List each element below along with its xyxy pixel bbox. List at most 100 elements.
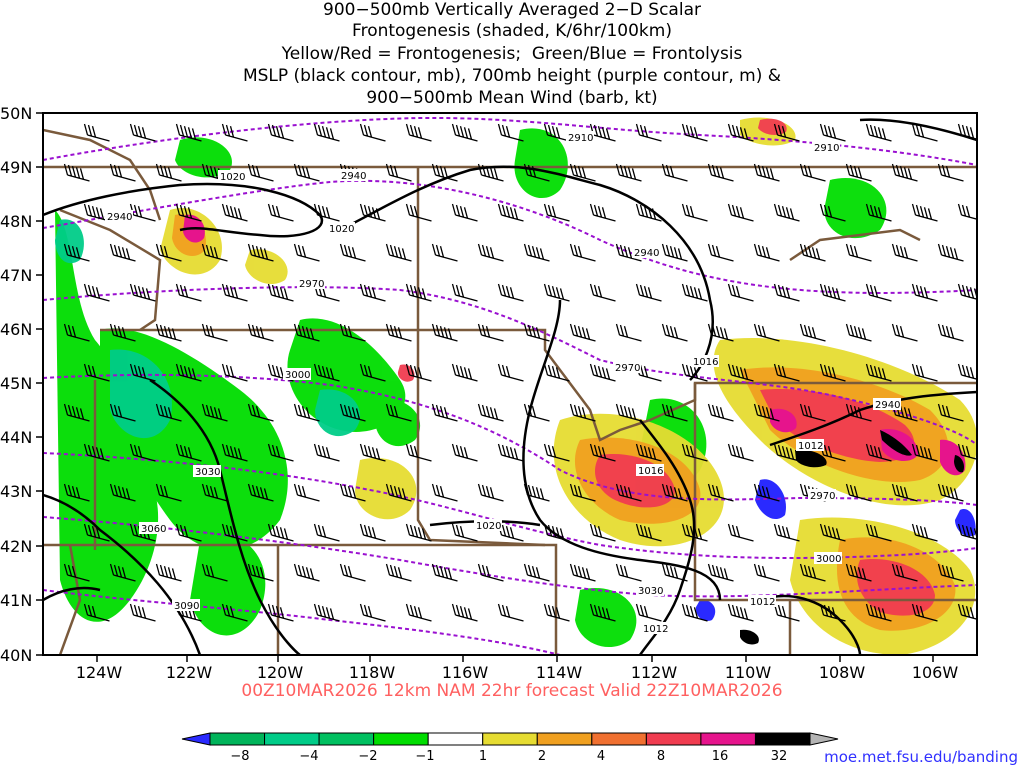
wind-barb [109,243,136,262]
wind-barb [911,203,938,222]
wind-barb [635,523,662,542]
title-line-5: 900−500mb Mean Wind (barb, kt) [366,88,658,108]
wind-barb [819,523,846,542]
wind-barb [773,603,800,622]
wind-barb [957,523,977,540]
wind-barb [569,403,596,422]
wind-barb [221,363,248,382]
wind-barb [247,403,274,422]
height-label: 3060 [141,524,166,535]
wind-barb [543,603,570,622]
wind-barb [313,283,340,302]
lat-label: 44N [0,428,32,447]
wind-barb [845,163,872,182]
colorbar-label: −8 [230,749,249,764]
credit-url: moe.met.fsu.edu/banding [824,748,1018,766]
wind-barb [753,403,780,422]
wind-barb [451,363,478,382]
lat-label: 41N [0,591,32,610]
wind-barb [339,403,366,422]
lon-label: 114W [536,663,583,682]
wind-barb [155,243,182,262]
wind-barb [175,443,202,462]
height-label: 2940 [634,248,659,259]
wind-barb [313,123,340,142]
wind-barb [819,123,846,142]
wind-barb [221,523,248,542]
wind-barb [543,203,570,222]
title-line-1: 900−500mb Vertically Averaged 2−D Scalar [323,0,701,20]
wind-barb [405,123,432,142]
wind-barb [543,283,570,302]
wind-barb [293,163,320,182]
wind-barb [267,603,294,622]
wind-barb [523,403,550,422]
colorbar-label: 2 [538,749,546,764]
wind-barb [451,123,478,142]
wind-barb [661,243,688,262]
wind-barb [451,203,478,222]
wind-barb [681,203,708,222]
wind-barb [221,443,248,462]
wind-barb [865,603,892,622]
wind-barb [589,523,616,542]
colorbar-segment [209,732,266,746]
wind-barb [589,603,616,622]
colorbar-label: 16 [712,749,729,764]
wind-barb [707,483,734,502]
title-line-3: Yellow/Red = Frontogenesis; Green/Blue =… [281,44,743,64]
wind-barb [359,203,386,222]
wind-barb [891,563,918,582]
wind-barb [267,203,294,222]
lat-label: 45N [0,374,32,393]
wind-barb [339,483,366,502]
wind-barb [155,483,182,502]
wind-barb [615,563,642,582]
wind-barb [431,563,458,582]
wind-barb [359,523,386,542]
wind-barb [727,363,754,382]
wind-barb [201,323,228,342]
wind-barb [707,403,734,422]
wind-barb [359,123,386,142]
wind-barb [681,523,708,542]
wind-barb [497,123,524,142]
colorbar [181,732,839,746]
wind-barb [543,523,570,542]
wind-barb [819,203,846,222]
wind-barb [865,523,892,542]
wind-barb [247,483,274,502]
lat-label: 48N [0,212,32,231]
colorbar-label: −1 [415,749,434,764]
wind-barb [155,163,182,182]
wind-barb [83,443,110,462]
colorbar-segment [482,732,538,746]
wind-barb [569,563,596,582]
wind-barb [681,123,708,142]
wind-barb [681,363,708,382]
wind-barb [477,483,504,502]
wind-barb [773,523,800,542]
wind-barb [109,403,136,422]
wind-barb [201,563,228,582]
lon-label: 122W [166,663,213,682]
wind-barb [845,483,872,502]
wind-barb [359,363,386,382]
wind-barb [865,363,892,382]
colorbar-segment [700,732,756,746]
wind-barb [865,283,892,302]
wind-barb [451,283,478,302]
wind-barb [201,483,228,502]
lat-label: 46N [0,320,32,339]
wind-barb [799,243,826,262]
wind-barb [819,603,846,622]
wind-barb [799,323,826,342]
height-label: 2970 [810,491,835,502]
height-label: 3000 [816,554,841,565]
colorbar-label: 1 [479,749,487,764]
wind-barb [845,243,872,262]
wind-barb [845,403,872,422]
wind-barb [589,363,616,382]
mslp-contour-labels: 1020 1020 1016 1016 1012 1020 1012 1012 [218,170,824,635]
wind-barb [405,603,432,622]
